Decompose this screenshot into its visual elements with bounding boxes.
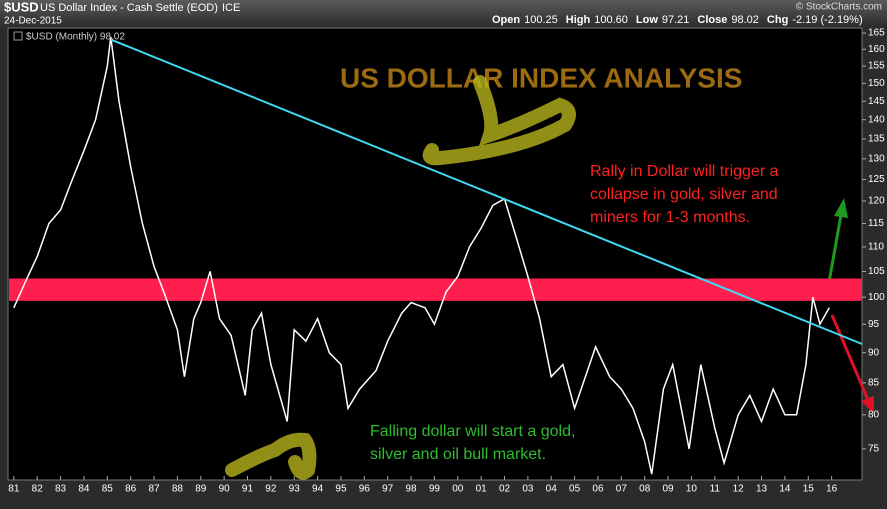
x-tick-label: 88 — [172, 484, 184, 495]
trendline — [110, 38, 863, 345]
y-tick-label: 95 — [868, 319, 880, 330]
y-tick-label: 90 — [868, 347, 880, 358]
quote-label: High — [566, 14, 591, 26]
quote-label: Chg — [767, 14, 788, 26]
y-tick-label: 165 — [868, 28, 885, 39]
x-tick-label: 94 — [312, 484, 324, 495]
x-tick-label: 90 — [219, 484, 231, 495]
x-tick-label: 12 — [733, 484, 745, 495]
quote-value: 98.02 — [731, 14, 759, 26]
quote-label: Close — [697, 14, 727, 26]
scribble — [225, 432, 317, 480]
y-tick-label: 100 — [868, 292, 885, 303]
quote-value: 100.60 — [594, 14, 628, 26]
y-tick-label: 140 — [868, 114, 885, 125]
x-tick-label: 92 — [265, 484, 277, 495]
quote-value: 100.25 — [524, 14, 558, 26]
x-tick-label: 02 — [499, 484, 511, 495]
annotation: Rally in Dollar will trigger a — [590, 163, 779, 180]
date: 24-Dec-2015 — [4, 16, 62, 27]
red-arrow — [830, 314, 874, 414]
x-tick-label: 07 — [616, 484, 628, 495]
x-tick-label: 04 — [546, 484, 558, 495]
header-bar — [0, 0, 887, 28]
y-tick-label: 115 — [868, 218, 884, 229]
x-tick-label: 85 — [102, 484, 114, 495]
x-tick-label: 99 — [429, 484, 441, 495]
annotation: collapse in gold, silver and — [590, 186, 778, 203]
x-tick-label: 84 — [78, 484, 90, 495]
x-tick-label: 98 — [405, 484, 417, 495]
y-tick-label: 150 — [868, 78, 885, 89]
plot-area — [7, 27, 863, 481]
chart-title: US Dollar Index - Cash Settle (EOD) — [40, 2, 218, 14]
x-tick-label: 82 — [32, 484, 44, 495]
x-tick-label: 86 — [125, 484, 137, 495]
y-tick-label: 160 — [868, 44, 885, 55]
legend-label: $USD (Monthly) 98.02 — [26, 32, 125, 43]
x-tick-label: 97 — [382, 484, 394, 495]
y-tick-label: 135 — [868, 134, 885, 145]
x-tick-label: 01 — [476, 484, 488, 495]
quote-label: Low — [636, 14, 658, 26]
x-tick-label: 13 — [756, 484, 768, 495]
price-line — [13, 36, 830, 475]
x-tick-label: 05 — [569, 484, 581, 495]
x-tick-label: 06 — [592, 484, 604, 495]
x-tick-label: 83 — [55, 484, 67, 495]
scribble — [422, 75, 576, 166]
x-tick-label: 08 — [639, 484, 651, 495]
credit: © StockCharts.com — [796, 2, 882, 13]
y-tick-label: 120 — [868, 196, 885, 207]
x-tick-label: 15 — [803, 484, 815, 495]
x-tick-label: 14 — [779, 484, 791, 495]
y-tick-label: 130 — [868, 153, 885, 164]
y-tick-label: 80 — [868, 409, 880, 420]
legend-swatch — [13, 31, 23, 41]
quote-value: 97.21 — [662, 14, 690, 26]
annotation: miners for 1-3 months. — [590, 209, 750, 226]
x-tick-label: 81 — [8, 484, 20, 495]
y-tick-label: 75 — [868, 444, 880, 455]
y-tick-label: 85 — [868, 378, 880, 389]
heading: US DOLLAR INDEX ANALYSIS — [340, 62, 742, 93]
x-tick-label: 96 — [359, 484, 371, 495]
x-tick-label: 09 — [663, 484, 675, 495]
y-tick-label: 145 — [868, 96, 885, 107]
y-tick-label: 105 — [868, 266, 885, 277]
y-tick-label: 110 — [868, 242, 884, 253]
green-arrow — [826, 198, 848, 289]
x-tick-label: 95 — [335, 484, 347, 495]
quote-label: Open — [492, 14, 520, 26]
x-tick-label: 87 — [148, 484, 160, 495]
y-tick-label: 125 — [868, 174, 885, 185]
x-tick-label: 00 — [452, 484, 464, 495]
x-tick-label: 16 — [826, 484, 838, 495]
y-tick-label: 155 — [868, 61, 885, 72]
x-tick-label: 91 — [242, 484, 254, 495]
x-tick-label: 93 — [289, 484, 301, 495]
x-tick-label: 10 — [686, 484, 698, 495]
quote-value: -2.19 (-2.19%) — [792, 14, 862, 26]
x-tick-label: 11 — [710, 484, 721, 495]
x-tick-label: 89 — [195, 484, 207, 495]
exchange: ICE — [222, 2, 240, 14]
symbol: $USD — [4, 0, 39, 14]
x-tick-label: 03 — [522, 484, 534, 495]
annotation: Falling dollar will start a gold, — [370, 423, 575, 440]
annotation: silver and oil bull market. — [370, 446, 546, 463]
resistance-band — [9, 278, 862, 301]
